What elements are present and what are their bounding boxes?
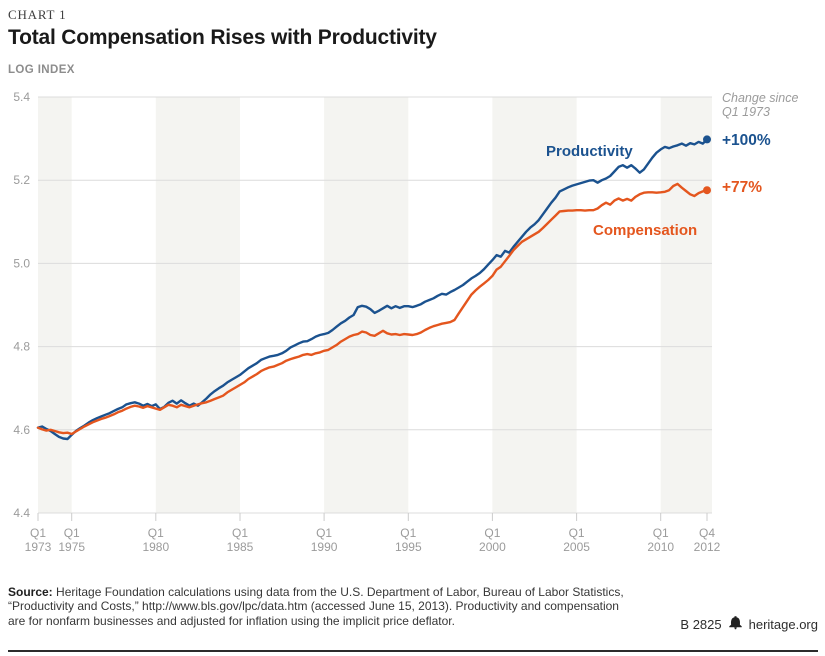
heritage-bell-icon bbox=[728, 616, 743, 633]
svg-text:1975: 1975 bbox=[58, 540, 85, 554]
svg-text:4.4: 4.4 bbox=[13, 506, 30, 520]
svg-text:2005: 2005 bbox=[563, 540, 590, 554]
svg-text:5.0: 5.0 bbox=[13, 256, 30, 270]
page-title: Total Compensation Rises with Productivi… bbox=[8, 26, 437, 49]
svg-text:5.4: 5.4 bbox=[13, 90, 30, 104]
svg-text:4.8: 4.8 bbox=[13, 340, 30, 354]
svg-text:5.2: 5.2 bbox=[13, 173, 30, 187]
footer-branding: B 2825 heritage.org bbox=[680, 616, 818, 633]
svg-text:1995: 1995 bbox=[395, 540, 422, 554]
compensation-change-value: +77% bbox=[722, 179, 763, 196]
svg-text:Q4: Q4 bbox=[699, 526, 715, 540]
source-text: Heritage Foundation calculations using d… bbox=[8, 585, 624, 628]
change-since-line1: Change since bbox=[722, 91, 799, 105]
svg-text:Q1: Q1 bbox=[569, 526, 585, 540]
svg-text:1980: 1980 bbox=[142, 540, 169, 554]
svg-text:Q1: Q1 bbox=[148, 526, 164, 540]
productivity-change-value: +100% bbox=[722, 132, 771, 149]
svg-text:1985: 1985 bbox=[227, 540, 254, 554]
svg-text:2000: 2000 bbox=[479, 540, 506, 554]
source-label: Source: bbox=[8, 585, 53, 599]
svg-text:4.6: 4.6 bbox=[13, 423, 30, 437]
chart-plot: 5.45.25.04.84.64.4Q11973Q11975Q11980Q119… bbox=[13, 90, 721, 554]
svg-text:1990: 1990 bbox=[311, 540, 338, 554]
svg-text:Q1: Q1 bbox=[232, 526, 248, 540]
svg-text:Q1: Q1 bbox=[653, 526, 669, 540]
report-code: B 2825 bbox=[680, 617, 722, 632]
bottom-rule bbox=[8, 650, 818, 652]
productivity-series-label: Productivity bbox=[546, 143, 633, 160]
svg-text:1973: 1973 bbox=[25, 540, 52, 554]
svg-text:Q1: Q1 bbox=[30, 526, 46, 540]
svg-text:Q1: Q1 bbox=[316, 526, 332, 540]
svg-text:Q1: Q1 bbox=[484, 526, 500, 540]
site-name: heritage.org bbox=[748, 617, 818, 632]
svg-text:Q1: Q1 bbox=[400, 526, 416, 540]
svg-text:2010: 2010 bbox=[647, 540, 674, 554]
source-note: Source: Heritage Foundation calculations… bbox=[8, 585, 636, 628]
chart-kicker: CHART 1 bbox=[8, 7, 67, 22]
change-since-annotation: Change since Q1 1973 bbox=[722, 91, 799, 119]
svg-text:2012: 2012 bbox=[694, 540, 721, 554]
compensation-series-label: Compensation bbox=[593, 222, 698, 239]
y-axis-unit-label: LOG INDEX bbox=[8, 64, 75, 76]
change-since-line2: Q1 1973 bbox=[722, 104, 770, 119]
svg-text:Q1: Q1 bbox=[64, 526, 80, 540]
